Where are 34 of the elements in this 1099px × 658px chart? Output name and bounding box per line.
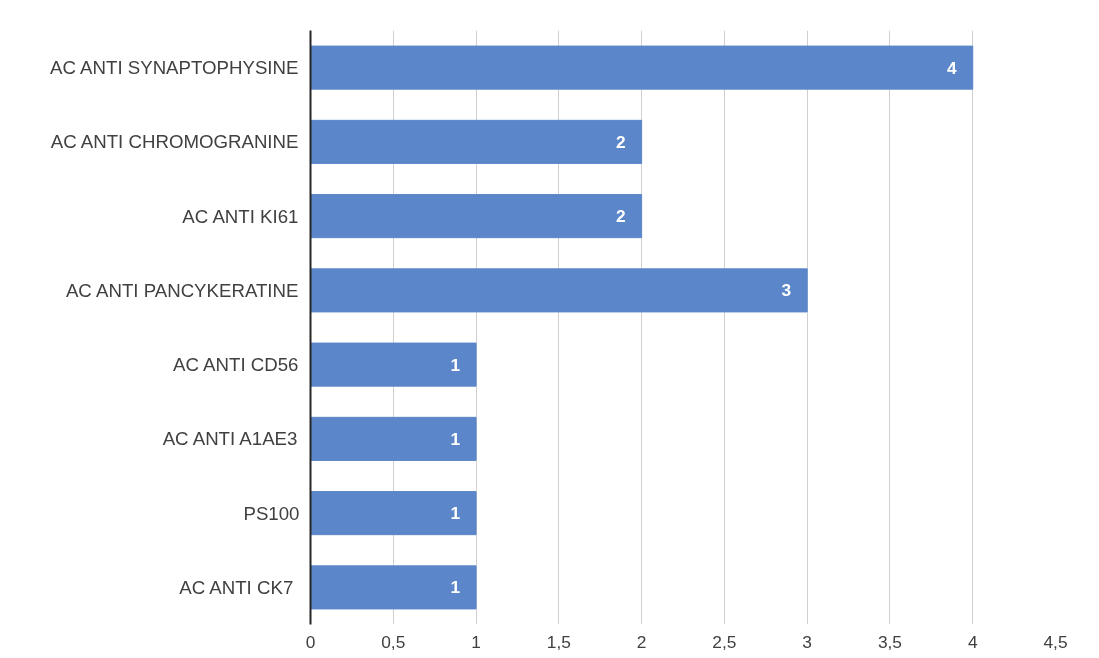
- data-label: 2: [615, 131, 626, 152]
- data-label: 2: [615, 206, 626, 227]
- bar: [310, 268, 808, 313]
- x-tick-label: 3,5: [877, 631, 902, 652]
- y-tick-label: PS100: [243, 502, 300, 524]
- x-tick-label: 0: [305, 631, 316, 652]
- y-tick-label: AC ANTI CHROMOGRANINE: [50, 131, 299, 153]
- x-tick-label: 4,5: [1043, 631, 1068, 652]
- x-tick-label: 4: [967, 631, 978, 652]
- bar: [310, 416, 477, 461]
- y-tick-label: AC ANTI SYNAPTOPHYSINE: [50, 57, 299, 79]
- data-label: 1: [450, 354, 461, 375]
- data-label: 1: [450, 428, 461, 449]
- bar: [310, 194, 643, 239]
- data-label: 3: [781, 280, 792, 301]
- x-tick-label: 2: [636, 631, 647, 652]
- y-tick-label: AC ANTI CK7: [179, 576, 294, 598]
- x-tick-label: 0,5: [381, 631, 406, 652]
- x-tick-label: 3: [802, 631, 812, 652]
- data-label: 1: [450, 577, 461, 598]
- y-tick-label: AC ANTI A1AE3: [162, 428, 298, 450]
- y-tick-label: AC ANTI PANCYKERATINE: [65, 279, 299, 301]
- bar: [310, 565, 477, 610]
- y-tick-label: AC ANTI CD56: [173, 354, 299, 376]
- data-label: 1: [450, 503, 461, 524]
- bar: [310, 491, 477, 536]
- x-tick-label: 1: [471, 631, 481, 652]
- y-tick-label: AC ANTI KI61: [182, 205, 299, 227]
- x-tick-label: 1,5: [546, 631, 571, 652]
- data-label: 4: [947, 57, 958, 78]
- bar: [310, 45, 974, 90]
- x-tick-label: 2,5: [712, 631, 737, 652]
- bar: [310, 342, 477, 387]
- bar: [310, 119, 643, 164]
